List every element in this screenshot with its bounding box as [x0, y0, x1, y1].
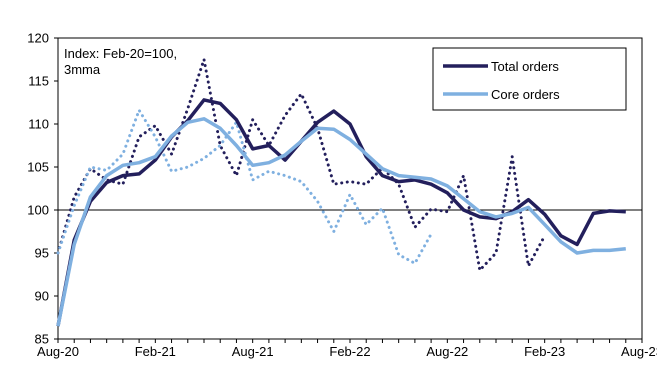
- y-tick-label-95: 95: [35, 246, 49, 261]
- x-axis: Aug-20 Feb-21 Aug-21 Feb-22 Aug-22 Feb-23 Aug-…: [37, 339, 657, 359]
- y-axis: 85 90 95 100 105 110 115 120: [27, 31, 58, 347]
- legend-label-core-orders: Core orders: [491, 87, 560, 102]
- y-tick-label-120: 120: [27, 31, 49, 46]
- x-tick-label-Aug-23: Aug-23: [621, 344, 657, 359]
- x-tick-label-Aug-20: Aug-20: [37, 344, 79, 359]
- legend-label-total-orders: Total orders: [491, 59, 559, 74]
- y-tick-label-90: 90: [35, 289, 49, 304]
- chart-annotation: Index: Feb-20=100, 3mma: [64, 46, 181, 77]
- series-line-1-solid: [56, 117, 626, 327]
- x-tick-label-Feb-22: Feb-22: [329, 344, 370, 359]
- x-tick-label-Aug-21: Aug-21: [232, 344, 274, 359]
- legend-box: [432, 47, 627, 111]
- y-tick-label-105: 105: [27, 160, 49, 175]
- series-line-3-dotted: [56, 108, 433, 265]
- legend: Total orders Core orders: [432, 47, 627, 111]
- series-line-0-solid: [56, 98, 626, 327]
- y-tick-label-100: 100: [27, 203, 49, 218]
- y-tick-label-110: 110: [28, 117, 49, 132]
- series-line-2-dotted: [56, 58, 547, 272]
- x-tick-label-Feb-23: Feb-23: [524, 344, 565, 359]
- x-tick-label-Aug-22: Aug-22: [426, 344, 468, 359]
- y-tick-label-85: 85: [35, 332, 49, 347]
- x-tick-label-Feb-21: Feb-21: [135, 344, 176, 359]
- series-layer: [56, 58, 626, 327]
- y-tick-label-115: 115: [28, 74, 49, 89]
